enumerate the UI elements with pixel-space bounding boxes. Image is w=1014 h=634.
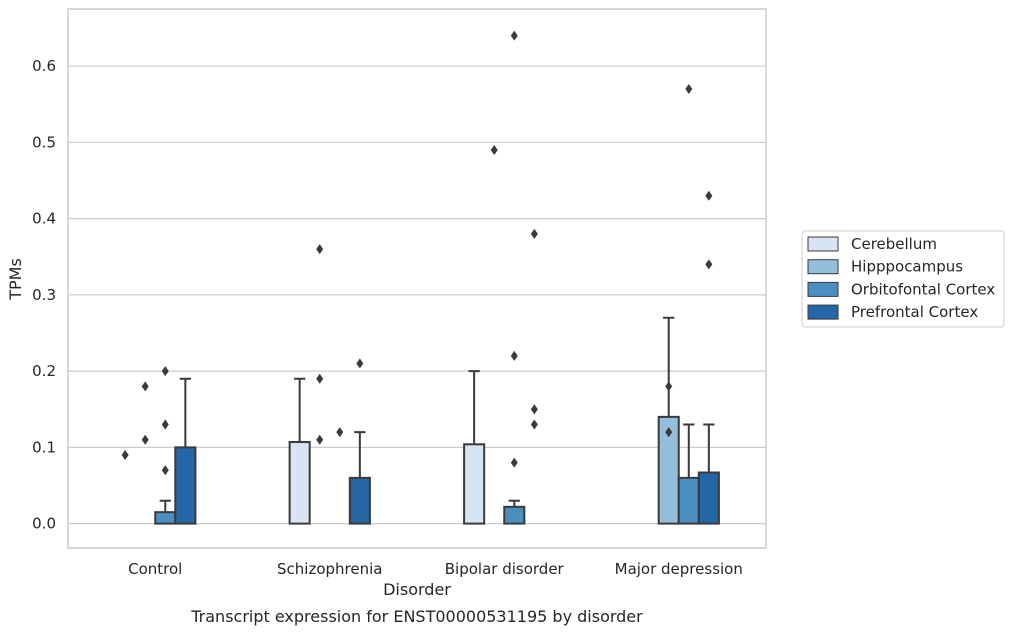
- outlier-point: [530, 419, 538, 430]
- outlier-point: [530, 228, 538, 239]
- outlier-point: [510, 30, 518, 41]
- outlier-point: [665, 427, 673, 438]
- legend: Cerebellum Hipppocampus Orbitofontal Corte…: [801, 230, 1005, 328]
- x-tick-label: Major depression: [615, 560, 743, 578]
- legend-swatch: [807, 236, 839, 252]
- bar: [697, 471, 720, 525]
- legend-label: Orbitofontal Cortex: [851, 280, 995, 298]
- outlier-point: [665, 381, 673, 392]
- outlier-point: [161, 366, 169, 377]
- bar: [503, 505, 526, 525]
- y-axis-title: TPMs: [6, 258, 25, 301]
- x-tick-label: Bipolar disorder: [445, 560, 565, 578]
- legend-swatch: [807, 259, 839, 275]
- y-tick-labels: 0.0 0.1 0.2 0.3 0.4 0.5 0.6: [32, 57, 56, 532]
- outlier-point: [705, 190, 713, 201]
- x-tick-labels: Control Schizophrenia Bipolar disorder Majo…: [128, 560, 743, 578]
- outlier-point: [141, 434, 149, 445]
- bar: [677, 476, 700, 525]
- bar: [154, 511, 177, 525]
- y-tick-label: 0.4: [32, 210, 56, 228]
- bar: [174, 446, 197, 525]
- y-tick-label: 0.1: [32, 438, 56, 456]
- legend-swatch: [807, 281, 839, 297]
- legend-label: Hipppocampus: [851, 258, 963, 276]
- bar: [348, 476, 371, 525]
- outlier-point: [161, 465, 169, 476]
- outlier-point: [141, 381, 149, 392]
- y-tick-label: 0.2: [32, 362, 56, 380]
- bar: [463, 443, 486, 525]
- outlier-point: [336, 427, 344, 438]
- chart-caption: Transcript expression for ENST0000053119…: [190, 607, 643, 626]
- outlier-point: [121, 449, 129, 460]
- bar: [288, 441, 311, 525]
- outlier-point: [530, 404, 538, 415]
- outlier-point: [510, 350, 518, 361]
- y-tick-label: 0.0: [32, 515, 56, 533]
- outlier-point: [316, 373, 324, 384]
- plot-marks: [121, 30, 720, 525]
- legend-frame: [801, 230, 1005, 328]
- outlier-point: [161, 419, 169, 430]
- outlier-point: [705, 259, 713, 270]
- outlier-point: [685, 84, 693, 95]
- legend-swatch: [807, 304, 839, 320]
- legend-label: Cerebellum: [851, 235, 937, 253]
- outlier-point: [316, 434, 324, 445]
- y-tick-label: 0.3: [32, 286, 56, 304]
- outlier-point: [510, 457, 518, 468]
- legend-label: Prefrontal Cortex: [851, 303, 978, 321]
- y-tick-label: 0.5: [32, 133, 56, 151]
- x-axis-title: Disorder: [383, 580, 451, 599]
- plot-frame: [67, 8, 767, 549]
- x-tick-label: Schizophrenia: [277, 560, 382, 578]
- outlier-point: [490, 145, 498, 156]
- y-tick-label: 0.6: [32, 57, 56, 75]
- outlier-point: [316, 244, 324, 255]
- outlier-point: [356, 358, 364, 369]
- x-tick-label: Control: [128, 560, 182, 578]
